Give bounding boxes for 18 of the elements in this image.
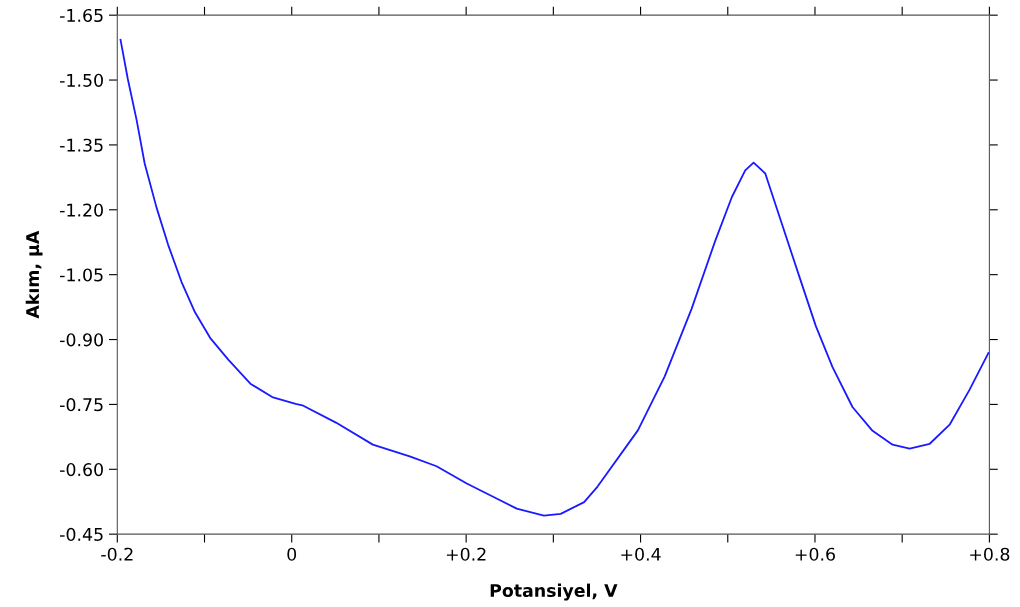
x-tick-label: +0.8 [970,547,1010,561]
x-tick-label: -0.2 [101,547,133,561]
y-tick-label: -1.35 [60,138,103,152]
x-tick-label: 0 [287,547,297,561]
y-tick-label: -1.50 [60,73,103,87]
y-tick-label: -1.05 [60,268,103,282]
x-axis-title: Potansiyel, V [490,583,618,601]
y-axis-title: Akım, µA [25,230,43,319]
x-tick-label: +0.6 [795,547,835,561]
y-tick-label: -1.65 [60,8,103,23]
y-tick-label: -0.75 [60,398,103,412]
x-tick-label: +0.2 [446,547,486,561]
y-tick-label: -0.90 [60,333,103,347]
line-series [119,38,990,517]
y-tick-label: -0.45 [60,527,103,541]
y-tick-label: -0.60 [60,463,103,477]
x-tick-label: +0.4 [621,547,661,561]
y-tick-label: -1.20 [60,203,103,217]
